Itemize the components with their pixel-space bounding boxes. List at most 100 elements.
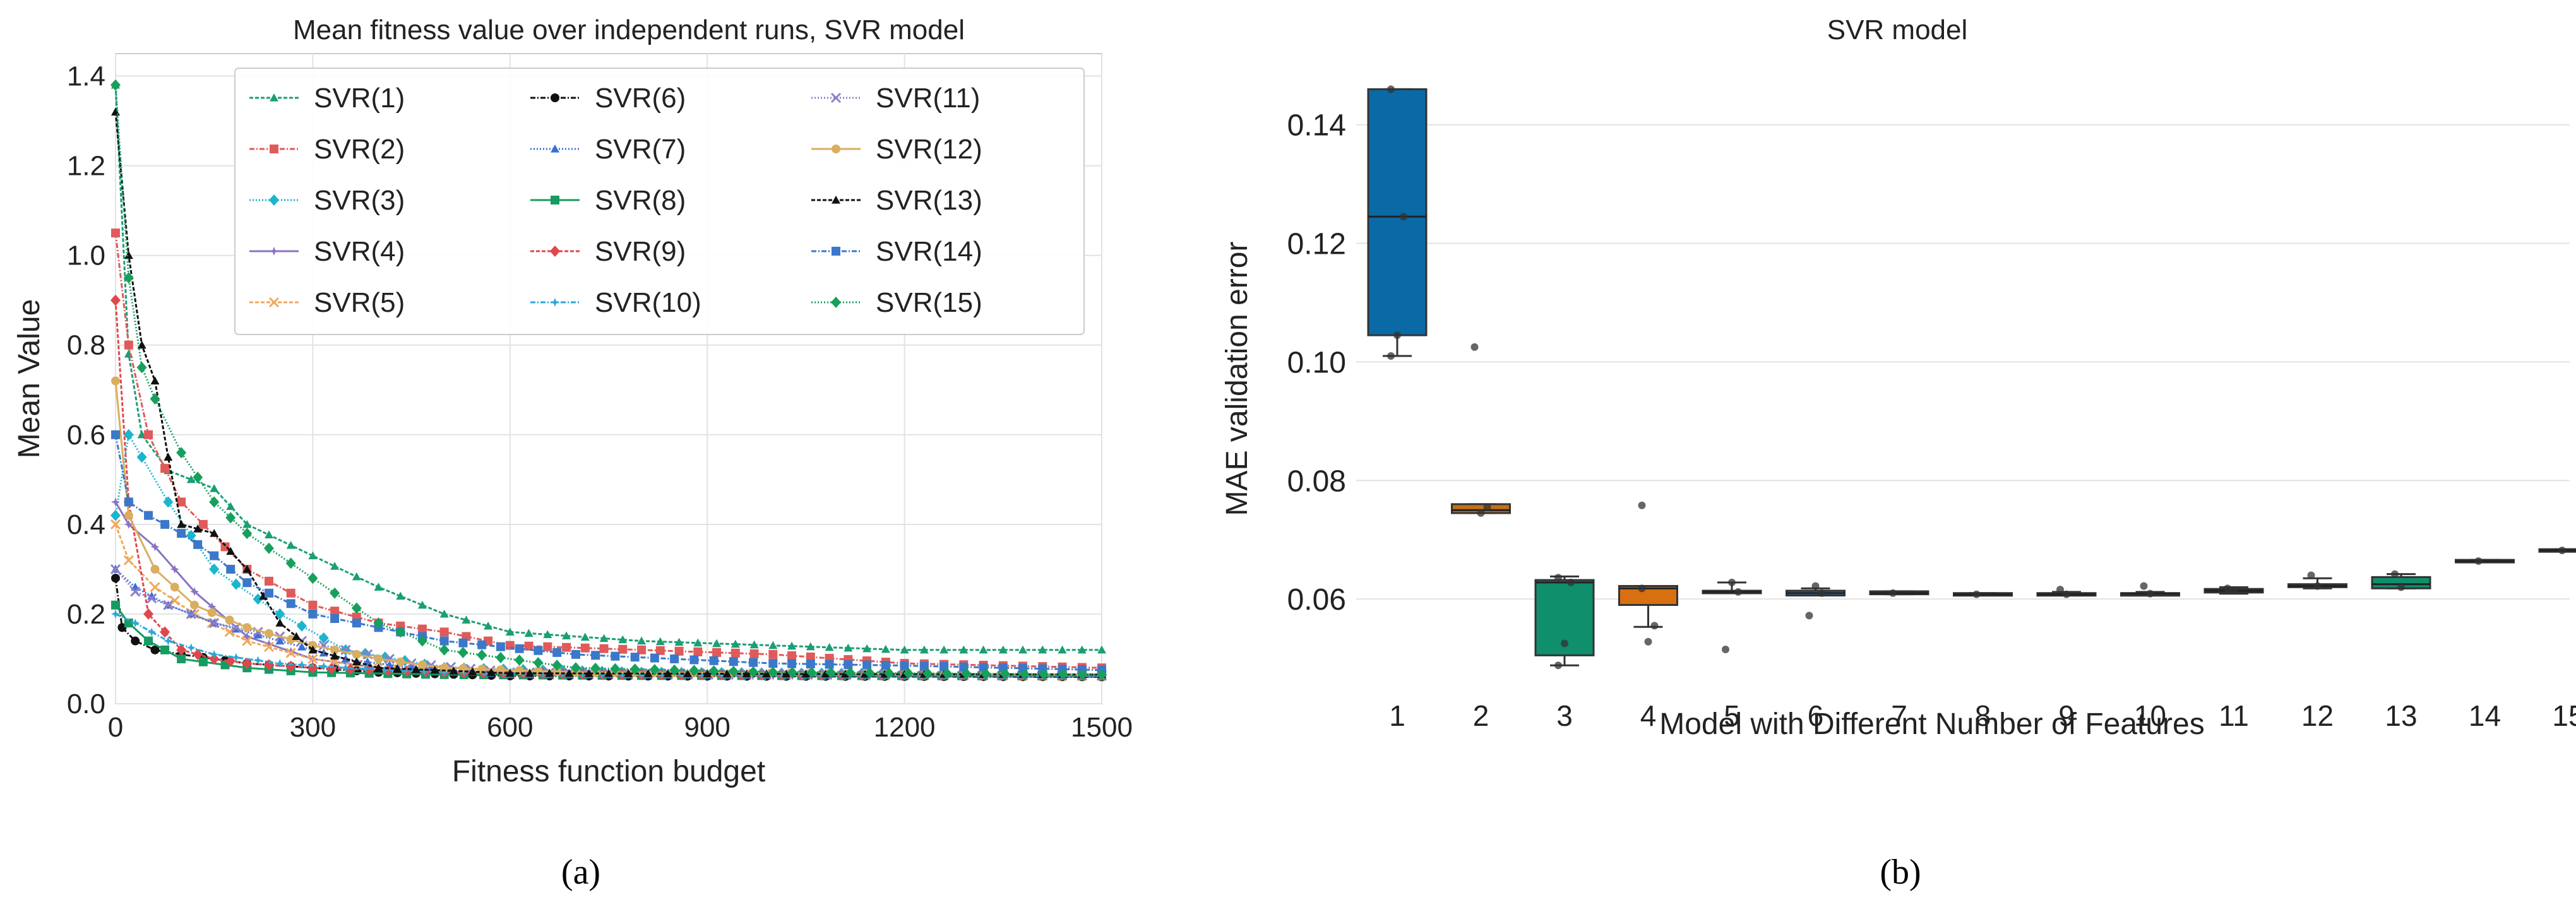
- series-SVR2-marker: [439, 627, 449, 637]
- box-10: [2120, 582, 2180, 598]
- series-SVR10-marker: [210, 649, 219, 659]
- series-SVR2-marker: [330, 607, 340, 616]
- panel-a-legend-entries: SVR(1) SVR(2) SVR(3) SVR(4) SVR(5) SVR(6) SVR(…: [249, 83, 982, 318]
- series-SVR2-marker: [308, 600, 318, 610]
- series-SVR15-marker: [1097, 668, 1107, 680]
- series-SVR12-marker: [242, 623, 252, 632]
- series-SVR15-marker: [193, 471, 203, 483]
- b-xtick-5: 5: [1724, 699, 1740, 732]
- series-SVR13-marker: [330, 651, 340, 660]
- box-8: [1953, 590, 2013, 598]
- legend-SVR9-label: SVR(9): [595, 236, 686, 267]
- series-SVR3-marker: [209, 563, 220, 575]
- series-SVR11-marker-stroke-2: [110, 564, 121, 574]
- series-SVR10-marker: [637, 670, 647, 679]
- series-SVR1-marker: [674, 637, 684, 646]
- series-SVR9-marker: [110, 294, 121, 306]
- panel-b-ticks: 0.060.080.100.120.141 2 3 4 5 6 7 8 9 10 11 12 13 14 1…: [1287, 109, 2576, 732]
- series-SVR10-marker: [737, 670, 746, 680]
- box-8-point: [1972, 590, 1981, 598]
- series-SVR14-marker: [242, 578, 252, 588]
- series-SVR8-marker: [124, 619, 133, 628]
- series-SVR10-marker: [319, 661, 328, 671]
- legend-SVR5-marker-stroke-2: [268, 297, 280, 308]
- series-SVR15-marker: [806, 666, 817, 678]
- series-SVR11-marker: [110, 564, 121, 574]
- series-SVR1-marker: [655, 637, 665, 646]
- box-4-point: [1638, 584, 1646, 593]
- legend-SVR4-label: SVR(4): [314, 236, 405, 267]
- series-SVR9-marker: [160, 626, 170, 638]
- series-SVR13-marker: [177, 519, 186, 528]
- series-SVR15-marker: [826, 666, 837, 678]
- series-SVR1-marker: [693, 638, 703, 647]
- legend-SVR14-label: SVR(14): [876, 236, 982, 267]
- series-SVR4-marker: [207, 602, 217, 612]
- series-SVR1-marker: [210, 484, 219, 492]
- series-SVR1-marker: [505, 627, 515, 636]
- box-5-point: [1728, 578, 1736, 586]
- series-SVR12-marker: [417, 660, 427, 670]
- box-12-point: [2313, 582, 2322, 590]
- series-SVR15-marker: [263, 542, 274, 554]
- series-SVR14-marker: [939, 662, 949, 672]
- a-ytick-1.4: 1.4: [67, 61, 105, 92]
- series-SVR13-marker: [308, 645, 318, 654]
- series-SVR15-marker: [787, 666, 797, 678]
- series-SVR1-marker: [417, 600, 427, 609]
- series-SVR11-marker: [186, 608, 196, 619]
- panel-a-legend-box: [234, 68, 1085, 335]
- series-SVR9-marker: [225, 655, 236, 667]
- series-SVR2-marker: [712, 648, 722, 657]
- b-xtick-1: 1: [1389, 699, 1405, 732]
- series-SVR1-marker: [374, 583, 383, 591]
- series-SVR12-marker: [264, 629, 273, 638]
- series-SVR2-marker: [768, 649, 778, 659]
- series-SVR13-marker: [393, 664, 402, 672]
- series-SVR9-marker: [176, 644, 187, 656]
- series-SVR6-marker: [111, 574, 120, 583]
- box-4: [1618, 501, 1678, 646]
- b-ytick-0.14: 0.14: [1287, 109, 1346, 143]
- series-SVR2-marker: [637, 645, 647, 654]
- legend-SVR6-marker: [551, 93, 559, 102]
- series-SVR11-marker-stroke-2: [318, 640, 329, 651]
- series-SVR1-marker: [712, 639, 722, 648]
- series-SVR14-marker: [534, 646, 543, 655]
- series-SVR9-marker: [326, 663, 337, 675]
- box-9-point: [2063, 590, 2070, 598]
- series-SVR13-marker: [505, 668, 515, 677]
- series-SVR15-marker: [110, 79, 121, 91]
- series-SVR14-marker: [352, 619, 361, 628]
- box-15-point: [2558, 547, 2566, 555]
- panel-a-caption: (a): [561, 853, 600, 892]
- series-SVR10-marker: [253, 656, 263, 665]
- series-SVR15-marker: [330, 587, 340, 599]
- series-SVR13-marker: [226, 547, 236, 555]
- series-SVR11-marker-stroke-2: [384, 653, 395, 665]
- box-5-point: [1722, 645, 1729, 653]
- series-SVR14-marker: [111, 430, 120, 439]
- box-14: [2455, 557, 2515, 565]
- series-SVR1-marker: [562, 631, 571, 640]
- legend-SVR3-label: SVR(3): [314, 185, 405, 216]
- b-xtick-3: 3: [1556, 699, 1573, 732]
- series-SVR3-marker: [136, 451, 147, 463]
- box-4-point: [1638, 501, 1646, 509]
- series-SVR15-marker: [999, 668, 1010, 680]
- legend-SVR11-marker: [830, 92, 842, 104]
- series-SVR5-marker-stroke-2: [123, 555, 134, 566]
- series-SVR13-marker: [801, 669, 811, 678]
- box-2-point: [1477, 509, 1485, 517]
- series-SVR2-marker: [286, 588, 295, 598]
- series-SVR5-marker: [307, 653, 318, 665]
- series-SVR10-marker: [297, 660, 307, 670]
- legend-SVR7-marker: [551, 145, 559, 153]
- series-SVR14-marker: [330, 614, 340, 624]
- series-SVR10-marker: [186, 643, 196, 653]
- series-SVR5-marker-stroke-2: [169, 595, 180, 606]
- series-SVR13-marker: [564, 668, 574, 677]
- series-SVR15-marker: [689, 665, 700, 677]
- series-SVR1-marker: [959, 645, 969, 654]
- series-SVR10-marker: [275, 659, 285, 668]
